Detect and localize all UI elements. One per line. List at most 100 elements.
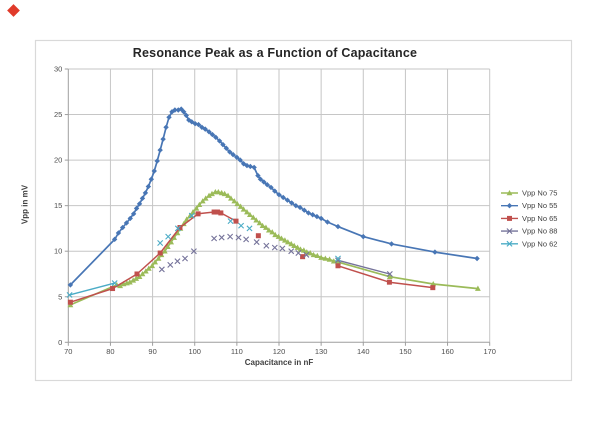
triangle-marker: [228, 195, 234, 201]
diamond-marker: [123, 220, 130, 226]
square-marker: [255, 233, 261, 239]
diamond-marker: [261, 179, 267, 185]
triangle-marker: [291, 242, 298, 249]
x-marker: [174, 225, 181, 232]
triangle-marker: [234, 200, 241, 207]
diamond-marker: [189, 119, 195, 125]
triangle-marker: [117, 282, 124, 289]
square-marker: [430, 285, 436, 291]
square-marker: [110, 286, 116, 292]
x-marker: [174, 258, 181, 265]
diamond-marker: [183, 112, 189, 119]
diamond-marker: [251, 164, 257, 171]
triangle-marker: [288, 240, 295, 247]
triangle-marker: [133, 275, 140, 281]
triangle-marker: [281, 237, 288, 243]
x-marker: [335, 257, 341, 264]
square-marker: [386, 279, 392, 285]
x-marker: [506, 228, 513, 235]
legend: Vpp No 75 Vpp No 55 Vpp No 65 Vpp No 88 Vpp …: [501, 189, 557, 248]
triangle-marker: [155, 255, 162, 261]
triangle-marker: [386, 273, 393, 280]
triangle-marker: [130, 277, 137, 283]
x-marker: [165, 233, 172, 240]
triangle-marker: [199, 198, 206, 204]
diamond-marker: [154, 158, 160, 164]
tick-labels: 70 80 90 100 110 120 130 140 150 160 170 0 5 10 15 20 25…: [54, 65, 496, 356]
square-marker: [218, 210, 224, 216]
svg-text:10: 10: [54, 247, 62, 256]
diamond-marker: [213, 134, 219, 141]
diamond-marker: [119, 224, 126, 231]
triangle-marker: [183, 216, 190, 222]
diamond-marker: [230, 151, 236, 158]
triangle-marker: [318, 254, 325, 260]
triangle-marker: [225, 192, 231, 198]
svg-text:110: 110: [231, 347, 243, 356]
triangle-marker: [164, 243, 171, 249]
triangle-marker: [174, 229, 181, 236]
x-marker: [111, 280, 118, 287]
diamond-marker: [142, 190, 149, 196]
triangle-marker: [190, 209, 196, 215]
svg-text:80: 80: [106, 347, 114, 356]
triangle-marker: [265, 227, 272, 233]
diamond-marker: [115, 230, 122, 236]
diamond-marker: [318, 215, 324, 222]
x-marker: [227, 218, 234, 225]
triangle-marker: [259, 222, 266, 228]
svg-text:30: 30: [54, 65, 62, 74]
legend-label: Vpp No 88: [522, 227, 557, 236]
diamond-marker: [209, 131, 216, 138]
diamond-marker: [301, 207, 307, 213]
triangle-marker: [294, 244, 301, 250]
x-axis-title: Capacitance in nF: [244, 358, 314, 367]
y-axis-title: Vpp in mV: [20, 184, 30, 225]
triangle-marker: [326, 256, 333, 262]
diamond-marker: [139, 195, 146, 202]
triangle-marker: [275, 233, 282, 239]
x-marker: [303, 251, 310, 258]
square-marker: [157, 250, 163, 256]
diamond-marker: [202, 126, 208, 132]
diamond-marker: [223, 145, 230, 151]
diamond-marker: [247, 163, 254, 170]
x-marker: [506, 240, 513, 247]
x-marker: [182, 255, 189, 262]
legend-label: Vpp No 75: [522, 189, 557, 198]
diamond-marker: [186, 117, 192, 123]
x-marker: [190, 248, 197, 255]
x-marker: [157, 240, 164, 246]
triangle-marker: [297, 246, 304, 252]
diamond-marker: [264, 181, 270, 188]
triangle-marker: [171, 234, 177, 240]
diamond-marker: [234, 154, 240, 161]
triangle-marker: [330, 258, 337, 264]
diamond-marker: [178, 106, 184, 112]
legend-label: Vpp No 55: [522, 201, 557, 210]
diamond-marker: [474, 255, 480, 262]
triangle-marker: [250, 214, 257, 220]
series-vpp-no-88: [158, 233, 393, 277]
triangle-marker: [161, 248, 168, 254]
chart-title: Resonance Peak as a Function of Capacita…: [132, 46, 418, 60]
diamond-marker: [136, 201, 143, 207]
triangle-marker: [196, 201, 203, 208]
diamond-marker: [111, 236, 118, 243]
triangle-marker: [221, 190, 228, 197]
x-marker: [295, 250, 302, 257]
x-marker: [246, 225, 253, 232]
triangle-marker: [152, 259, 159, 265]
triangle-marker: [149, 262, 156, 269]
square-marker: [214, 209, 220, 215]
diamond-marker: [324, 219, 331, 225]
legend-item-vpp-no-75: Vpp No 75: [501, 189, 557, 198]
x-marker: [253, 239, 260, 246]
diamond-marker: [272, 188, 278, 194]
triangle-marker: [244, 209, 250, 215]
series-vpp-no-65: [67, 209, 436, 305]
square-marker: [177, 225, 183, 231]
diamond-marker: [127, 215, 133, 222]
triangle-marker: [314, 252, 321, 259]
